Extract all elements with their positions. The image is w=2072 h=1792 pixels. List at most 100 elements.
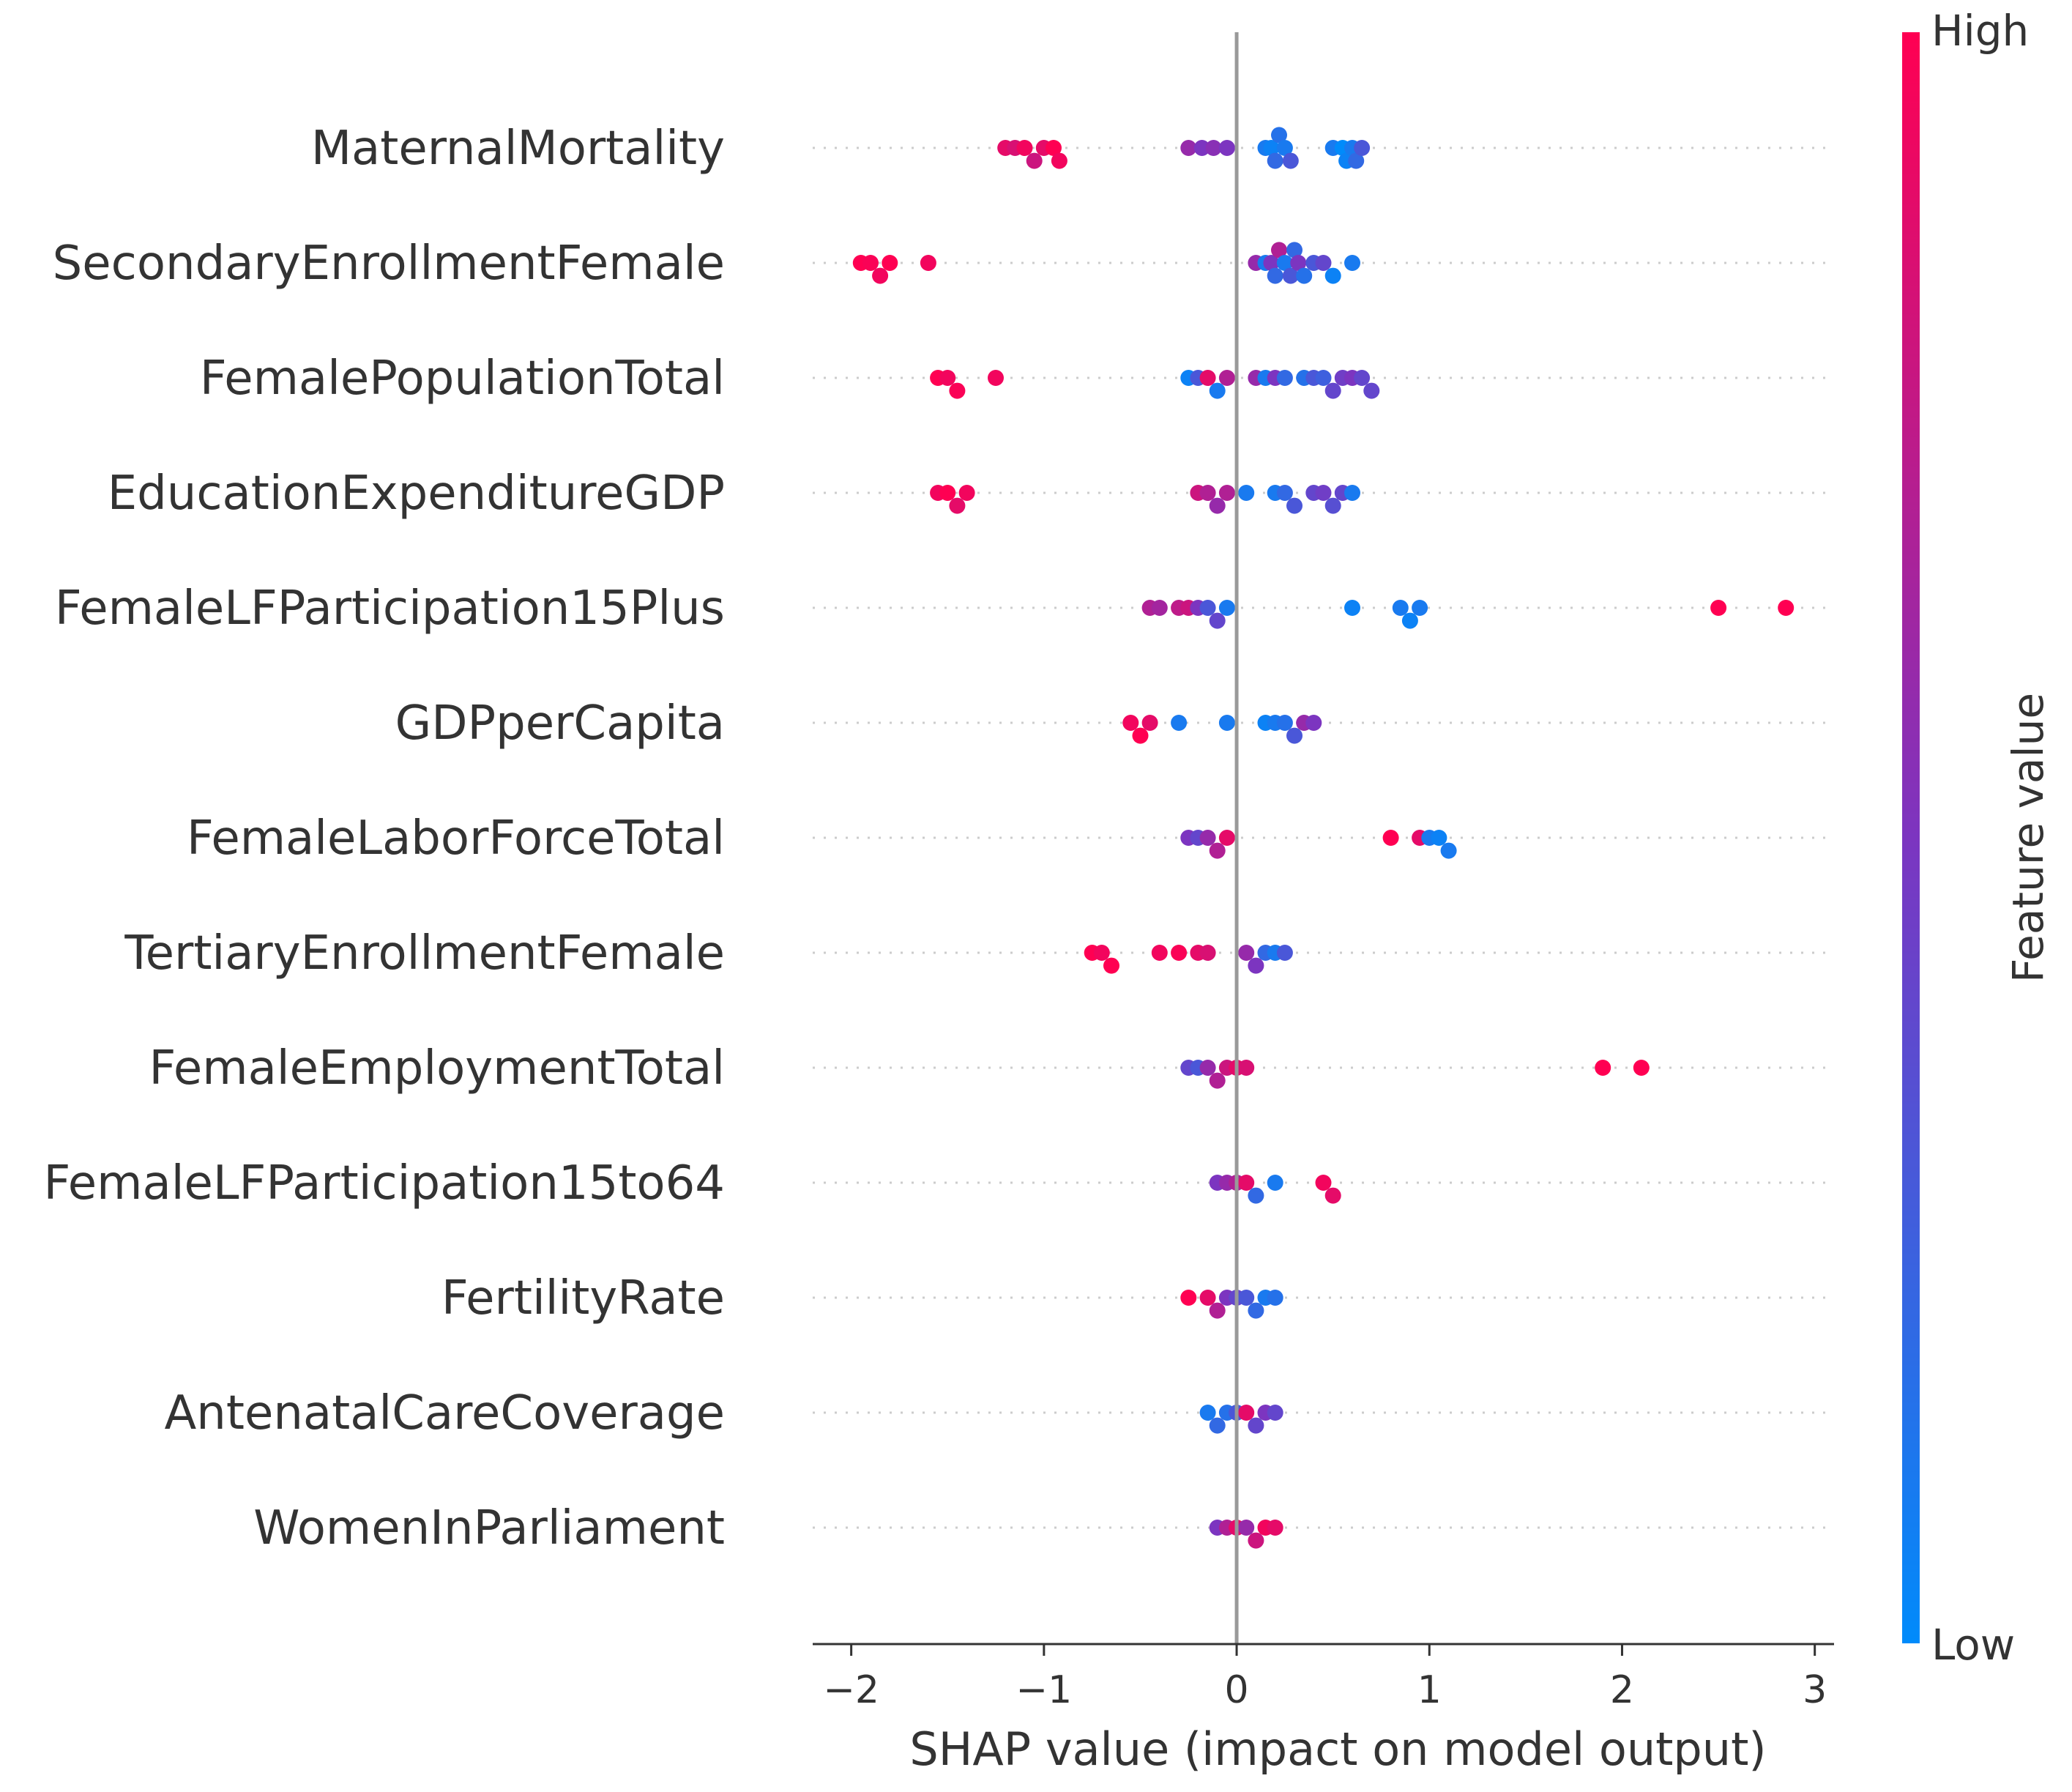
shap-point: [1132, 727, 1149, 744]
shap-point: [1238, 1060, 1255, 1076]
shap-point: [1218, 485, 1235, 501]
shap-point: [1354, 140, 1371, 156]
shap-point: [862, 255, 879, 271]
shap-point: [920, 255, 936, 271]
shap-point: [1238, 945, 1255, 961]
x-axis: −2 −1 0 1 2 3 SHAP value (impact on model out…: [813, 1643, 1834, 1776]
shap-point: [1238, 1290, 1255, 1306]
shap-point: [1354, 370, 1371, 386]
shap-point: [1282, 267, 1299, 284]
shap-point: [1199, 600, 1216, 616]
shap-point: [1238, 1405, 1255, 1421]
colorbar-title: Feature value: [2003, 693, 2053, 983]
shap-point: [1267, 152, 1283, 169]
x-tick-label: 3: [1803, 1668, 1827, 1712]
shap-point: [1193, 140, 1210, 156]
shap-point: [1248, 1532, 1264, 1549]
x-axis-label: SHAP value (impact on model output): [909, 1722, 1766, 1776]
shap-point: [1051, 152, 1067, 169]
shap-point: [1412, 600, 1428, 616]
feature-label: FemalePopulationTotal: [200, 352, 725, 406]
x-ticks: −2 −1 0 1 2 3: [823, 1644, 1827, 1712]
shap-point: [1199, 1290, 1216, 1306]
shap-point: [1199, 1405, 1216, 1421]
shap-point: [1171, 715, 1188, 731]
shap-point: [1267, 1175, 1283, 1191]
shap-point: [1180, 1290, 1197, 1306]
shap-point: [1276, 255, 1293, 271]
shap-point: [1324, 382, 1341, 399]
shap-point: [1633, 1060, 1650, 1076]
shap-point: [1238, 485, 1255, 501]
x-tick-label: 2: [1610, 1668, 1634, 1712]
shap-point: [1431, 830, 1447, 846]
shap-point: [1199, 370, 1216, 386]
shap-point: [1267, 1405, 1283, 1421]
shap-point: [1267, 1290, 1283, 1306]
shap-point: [958, 485, 975, 501]
shap-point: [1263, 255, 1280, 271]
feature-label: AntenatalCareCoverage: [165, 1386, 726, 1440]
shap-point: [1218, 715, 1235, 731]
shap-point: [1296, 267, 1313, 284]
shap-point: [1218, 140, 1235, 156]
shap-point: [1238, 1175, 1255, 1191]
shap-point: [1778, 600, 1795, 616]
shap-point: [1026, 152, 1043, 169]
shap-point: [939, 485, 956, 501]
shap-point: [939, 370, 956, 386]
feature-label: FemaleLFParticipation15Plus: [55, 581, 725, 636]
shap-point: [1046, 140, 1062, 156]
shap-point: [949, 382, 966, 399]
shap-point: [1276, 715, 1293, 731]
feature-label: FertilityRate: [441, 1271, 725, 1326]
shap-point: [1151, 600, 1168, 616]
feature-label: WomenInParliament: [253, 1501, 725, 1555]
shap-point: [1016, 140, 1033, 156]
shap-point: [1348, 152, 1365, 169]
shap-point: [1315, 255, 1332, 271]
shap-point: [1238, 1520, 1255, 1536]
shap-point: [1595, 1060, 1611, 1076]
x-tick-label: 0: [1225, 1668, 1249, 1712]
shap-point: [1344, 485, 1360, 501]
feature-labels: MaternalMortality SecondaryEnrollmentFema…: [43, 122, 725, 1555]
shap-point: [1248, 1187, 1264, 1204]
shap-point: [1103, 957, 1119, 974]
shap-point: [1151, 945, 1168, 961]
shap-point: [1276, 945, 1293, 961]
shap-point: [1248, 957, 1264, 974]
shap-point: [1363, 382, 1380, 399]
shap-point: [1401, 612, 1418, 629]
shap-point: [1324, 267, 1341, 284]
x-tick-label: −1: [1016, 1668, 1073, 1712]
shap-point: [1199, 945, 1216, 961]
shap-point: [1344, 600, 1360, 616]
shap-point: [1209, 1072, 1226, 1089]
shap-point: [1344, 255, 1360, 271]
shap-point: [1276, 140, 1293, 156]
shap-point: [1263, 140, 1280, 156]
shap-point: [1276, 370, 1293, 386]
feature-label: SecondaryEnrollmentFemale: [53, 237, 725, 291]
shap-point: [882, 255, 898, 271]
shap-point: [1305, 715, 1322, 731]
shap-point: [1315, 485, 1332, 501]
shap-point: [1286, 497, 1303, 514]
shap-point: [1209, 1417, 1226, 1434]
shap-point: [1218, 600, 1235, 616]
colorbar-gradient: [1902, 32, 1920, 1643]
shap-point: [949, 497, 966, 514]
shap-point: [1267, 267, 1283, 284]
shap-point: [1209, 382, 1226, 399]
shap-point: [1315, 1175, 1332, 1191]
feature-label: EducationExpenditureGDP: [108, 466, 725, 521]
shap-point: [1199, 485, 1216, 501]
feature-label: FemaleLaborForceTotal: [187, 811, 725, 866]
feature-label: FemaleEmploymentTotal: [149, 1041, 725, 1096]
colorbar: High Low Feature value: [1902, 6, 2053, 1670]
shap-point: [1710, 600, 1727, 616]
shap-point: [1141, 715, 1158, 731]
shap-point: [1180, 140, 1197, 156]
